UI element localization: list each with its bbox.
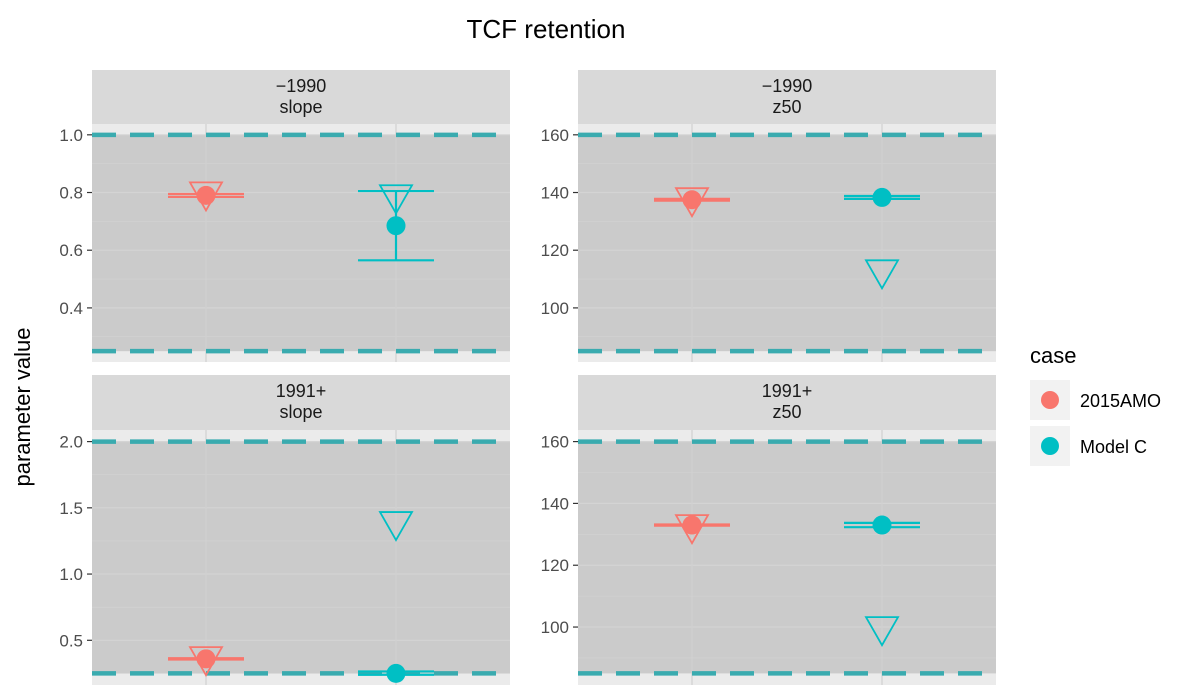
- strip-label: slope: [279, 402, 322, 422]
- bounds-band: [92, 441, 510, 674]
- y-tick-label: 120: [541, 556, 569, 575]
- y-tick-label: 160: [541, 126, 569, 145]
- strip-background: [92, 70, 510, 124]
- y-tick-label: 0.5: [59, 631, 83, 650]
- strip-background: [92, 375, 510, 430]
- y-tick-label: 120: [541, 241, 569, 260]
- y-axis-label: parameter value: [10, 328, 35, 487]
- initial-value-marker: [378, 511, 414, 542]
- legend-key-2015amo: [1041, 391, 1059, 409]
- y-tick-label: 140: [541, 494, 569, 513]
- strip-label: 1991+: [762, 381, 813, 401]
- y-tick-label: 1.0: [59, 126, 83, 145]
- y-tick-label: 100: [541, 299, 569, 318]
- estimate-point: [872, 515, 892, 535]
- estimate-point: [196, 185, 216, 205]
- bounds-band: [578, 441, 996, 674]
- estimate-point: [386, 216, 406, 236]
- strip-label: z50: [772, 402, 801, 422]
- y-tick-label: 2.0: [59, 433, 83, 452]
- strip-background: [578, 70, 996, 124]
- strip-label: slope: [279, 97, 322, 117]
- legend-label-2015amo: 2015AMO: [1080, 391, 1161, 411]
- y-tick-label: 100: [541, 618, 569, 637]
- strip-label: −1990: [762, 76, 813, 96]
- panels: −1990slope0.40.60.81.0−1990z501001201401…: [59, 70, 996, 685]
- bounds-band: [578, 134, 996, 352]
- legend-title: case: [1030, 343, 1076, 368]
- y-tick-label: 1.5: [59, 499, 83, 518]
- legend-item-2015amo: 2015AMO: [1030, 380, 1161, 420]
- initial-value-marker: [864, 259, 900, 291]
- y-tick-label: 140: [541, 184, 569, 203]
- estimate-point: [682, 190, 702, 210]
- y-tick-label: 160: [541, 433, 569, 452]
- panel: 1991+z50 100 120 140 160: [541, 375, 996, 685]
- strip-label: −1990: [276, 76, 327, 96]
- legend-item-model-c: Model C: [1030, 426, 1147, 466]
- y-tick-label: 0.8: [59, 184, 83, 203]
- y-tick-label: 0.6: [59, 241, 83, 260]
- estimate-point: [196, 649, 216, 669]
- legend: case 2015AMO Model C: [1030, 343, 1161, 466]
- initial-value-marker: [378, 184, 414, 216]
- y-tick-label: 1.0: [59, 565, 83, 584]
- bounds-band: [92, 134, 510, 352]
- legend-key-model-c: [1041, 437, 1059, 455]
- estimate-point: [872, 187, 892, 207]
- legend-label-model-c: Model C: [1080, 437, 1147, 457]
- strip-label: 1991+: [276, 381, 327, 401]
- strip-label: z50: [772, 97, 801, 117]
- estimate-point: [682, 515, 702, 535]
- estimate-point: [386, 663, 406, 683]
- panel: 1991+slope 0.5 1.0 1.5 2.0: [59, 375, 510, 685]
- strip-background: [578, 375, 996, 430]
- y-tick-label: 0.4: [59, 299, 83, 318]
- chart-title: TCF retention: [467, 14, 626, 44]
- initial-value-marker: [864, 616, 900, 647]
